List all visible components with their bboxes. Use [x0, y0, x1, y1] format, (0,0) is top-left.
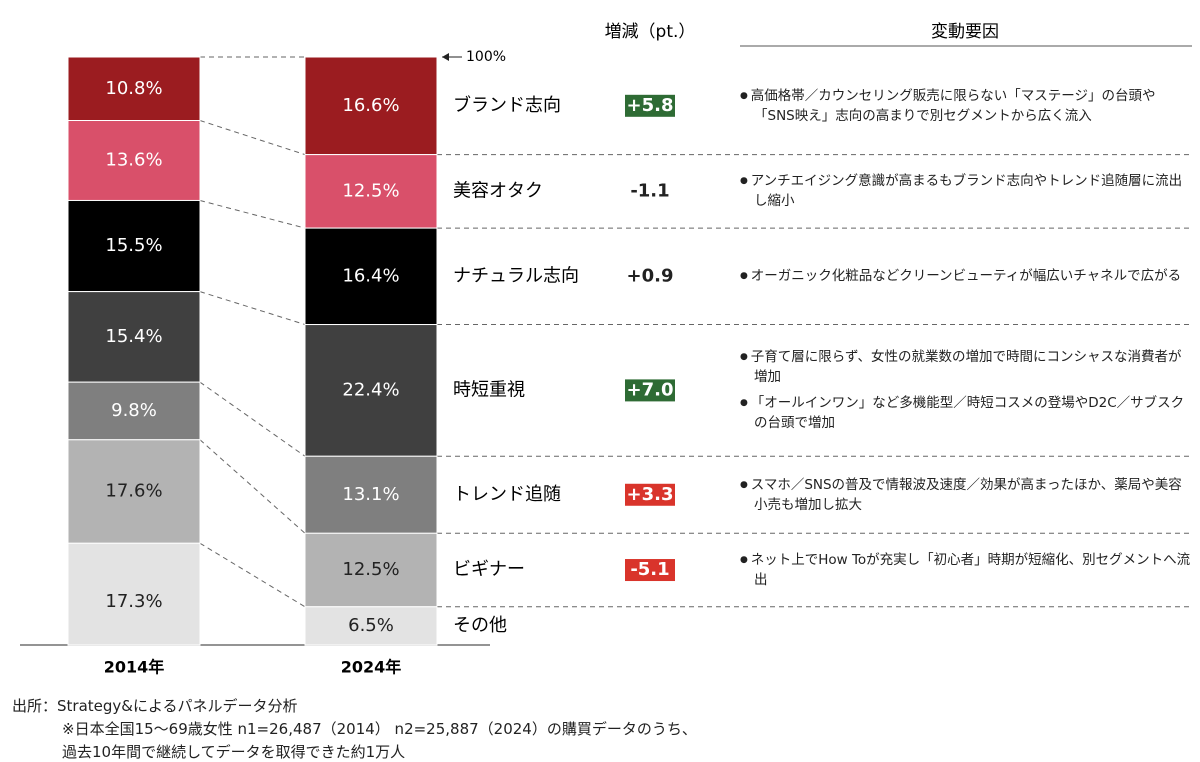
change-label: +5.8: [627, 95, 674, 116]
change-label: +7.0: [627, 379, 674, 400]
source-note: 出所：Strategy&によるパネルデータ分析: [12, 697, 298, 715]
bar-segment: [304, 154, 438, 229]
value-label: 15.5%: [105, 235, 162, 256]
value-label: 16.4%: [342, 265, 399, 286]
value-label: 15.4%: [105, 326, 162, 347]
change-label: -5.1: [630, 559, 669, 580]
change-label: -1.1: [630, 180, 669, 201]
factor-cell: アンチエイジング意識が高まるもブランド志向やトレンド追随層に流出し縮小: [740, 171, 1192, 217]
segment-connector: [199, 381, 306, 457]
segment-connector: [199, 291, 306, 326]
source-note: 過去10年間で継続してデータを取得できた約1万人: [62, 743, 406, 761]
factor-bullet: オーガニック化粧品などクリーンビューティが幅広いチャネルで広がる: [740, 266, 1192, 286]
segment-name: トレンド追随: [453, 484, 561, 505]
factor-cell: ネット上でHow Toが充実し「初心者」時期が短縮化、別セグメントへ流出: [740, 550, 1192, 596]
bar-segment: [67, 199, 201, 293]
value-label: 9.8%: [111, 400, 157, 421]
segment-name: ブランド志向: [453, 94, 561, 116]
tick-arrowhead: [442, 53, 449, 61]
value-label: 10.8%: [105, 78, 162, 99]
bar-segment: [304, 532, 438, 608]
segment-connector: [199, 439, 306, 534]
factor-cell: 子育て層に限らず、女性の就業数の増加で時間にコンシャスな消費者が増加「オールイン…: [740, 347, 1192, 439]
value-label: 17.3%: [105, 591, 162, 612]
change-badge: [625, 559, 675, 582]
bar-segment: [67, 439, 201, 544]
segment-name: ナチュラル志向: [453, 265, 579, 286]
factor-cell: 高価格帯／カウンセリング販売に限らない「マステージ」の台頭や「SNS映え」志向の…: [740, 86, 1192, 132]
segment-name: ビギナー: [453, 559, 525, 580]
value-label: 12.5%: [342, 559, 399, 580]
segment-name: その他: [453, 615, 507, 636]
bar-segment: [67, 542, 201, 646]
bar-segment: [67, 56, 201, 122]
factor-bullet: アンチエイジング意識が高まるもブランド志向やトレンド追随層に流出し縮小: [740, 171, 1192, 211]
bar-segment: [304, 324, 438, 457]
bar-segment: [304, 606, 438, 646]
segment-name: 美容オタク: [453, 180, 543, 201]
factor-bullet: ネット上でHow Toが充実し「初心者」時期が短縮化、別セグメントへ流出: [740, 550, 1192, 590]
value-label: 16.6%: [342, 95, 399, 116]
value-label: 13.6%: [105, 149, 162, 170]
factor-bullet: 「オールインワン」など多機能型／時短コスメの登場やD2C／サブスクの台頭で増加: [740, 393, 1192, 433]
segment-connector: [199, 199, 306, 229]
bar-segment: [304, 56, 438, 156]
factor-bullet: 高価格帯／カウンセリング販売に限らない「マステージ」の台頭や「SNS映え」志向の…: [740, 86, 1192, 126]
change-header: 増減（pt.）: [605, 22, 696, 42]
x-tick-label: 2014年: [104, 658, 165, 677]
factor-bullet: スマホ／SNSの普及で情報波及速度／効果が高まったほか、薬局や美容小売も増加し拡…: [740, 475, 1192, 515]
factor-bullet: 子育て層に限らず、女性の就業数の増加で時間にコンシャスな消費者が増加: [740, 347, 1192, 387]
bar-segment: [67, 120, 201, 201]
bar-segment: [304, 227, 438, 326]
segment-name: 時短重視: [453, 379, 525, 400]
factor-cell: スマホ／SNSの普及で情報波及速度／効果が高まったほか、薬局や美容小売も増加し拡…: [740, 475, 1192, 521]
factor-header: 変動要因: [931, 22, 999, 42]
change-badge: [625, 483, 675, 506]
change-label: +3.3: [627, 484, 674, 505]
x-tick-label: 2024年: [341, 658, 402, 677]
change-badge: [625, 379, 675, 402]
y-tick-label: 100%: [466, 49, 506, 65]
bar-segment: [67, 381, 201, 441]
value-label: 13.1%: [342, 484, 399, 505]
value-label: 17.6%: [105, 481, 162, 502]
segment-connector: [199, 542, 306, 608]
value-label: 22.4%: [342, 379, 399, 400]
value-label: 12.5%: [342, 180, 399, 201]
value-label: 6.5%: [348, 615, 394, 636]
factor-cell: オーガニック化粧品などクリーンビューティが幅広いチャネルで広がる: [740, 266, 1192, 292]
bar-segment: [67, 291, 201, 383]
change-badge: [625, 94, 675, 117]
source-note: ※日本全国15～69歳女性 n1=26,487（2014） n2=25,887（…: [62, 720, 697, 738]
segment-connector: [199, 120, 306, 156]
change-label: +0.9: [627, 265, 674, 286]
